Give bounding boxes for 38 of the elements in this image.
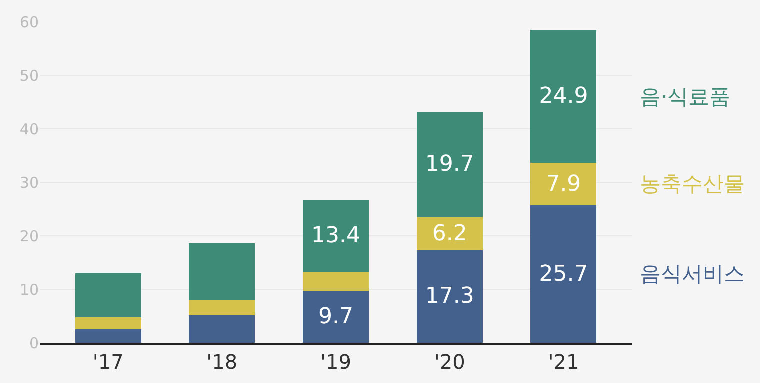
bar bbox=[75, 330, 142, 343]
bar bbox=[530, 30, 597, 164]
data-label: 25.7 bbox=[539, 262, 588, 287]
bar bbox=[302, 291, 370, 343]
data-label: 13.4 bbox=[312, 224, 360, 249]
bar bbox=[416, 112, 483, 218]
y-tick-label: 0 bbox=[29, 334, 39, 352]
y-tick-label: 10 bbox=[20, 280, 39, 299]
text: 음식서비스 bbox=[640, 262, 745, 286]
bar bbox=[530, 206, 597, 343]
data-label: 9.7 bbox=[318, 304, 354, 330]
y-tick-label: 30 bbox=[20, 174, 39, 192]
bar bbox=[302, 200, 370, 272]
y-tick-label: 60 bbox=[20, 13, 39, 32]
bar bbox=[189, 300, 256, 316]
x-tick-label: '21 bbox=[548, 350, 580, 374]
bar bbox=[189, 316, 256, 343]
data-label: 7.9 bbox=[546, 172, 582, 197]
bar bbox=[302, 272, 370, 292]
text: 농축수산물 bbox=[640, 172, 745, 196]
y-tick-label: 20 bbox=[20, 227, 39, 246]
text: 음·식료품 bbox=[640, 85, 731, 109]
y-tick-label: 50 bbox=[20, 66, 39, 85]
data-label: 6.2 bbox=[432, 221, 468, 246]
x-tick-label: '20 bbox=[434, 350, 466, 374]
bar bbox=[75, 317, 142, 330]
y-tick-label: 40 bbox=[20, 120, 39, 138]
data-label: 24.9 bbox=[539, 84, 588, 110]
data-label: 17.3 bbox=[425, 284, 474, 310]
data-label: 19.7 bbox=[425, 152, 474, 178]
bar bbox=[530, 163, 597, 206]
bar bbox=[75, 273, 142, 318]
x-tick-label: '18 bbox=[206, 350, 238, 374]
x-tick-label: '17 bbox=[92, 350, 124, 374]
bar bbox=[189, 243, 256, 300]
bar bbox=[416, 250, 483, 343]
bar bbox=[416, 217, 483, 250]
x-tick-label: '19 bbox=[320, 350, 352, 374]
